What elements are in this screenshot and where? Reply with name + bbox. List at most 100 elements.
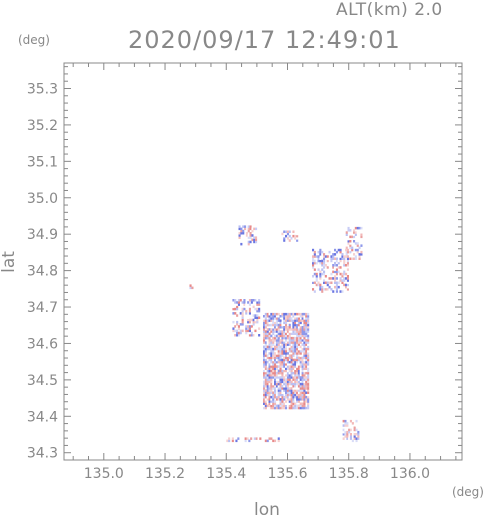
heat-cell	[266, 341, 269, 344]
heat-cell	[241, 320, 244, 324]
heat-cell	[266, 385, 269, 388]
heat-cell	[292, 345, 295, 349]
heat-cell	[256, 301, 259, 304]
heat-cell	[279, 321, 282, 325]
heat-cell	[315, 272, 318, 276]
heat-cell	[330, 281, 333, 284]
heat-cell	[258, 307, 261, 311]
heat-cell	[279, 339, 282, 342]
heat-cell	[264, 400, 267, 403]
heat-cell	[236, 305, 239, 309]
heat-cell	[303, 406, 306, 410]
heat-cell	[283, 326, 286, 329]
heat-cell	[301, 334, 304, 338]
heat-cell	[279, 315, 282, 318]
heat-cell	[264, 371, 267, 375]
region-right-mid	[312, 248, 349, 293]
heat-cell	[275, 365, 278, 368]
heat-cell	[268, 315, 271, 318]
heat-cell	[307, 360, 310, 364]
heat-cell	[290, 328, 293, 331]
heat-cell	[241, 329, 244, 333]
heat-cell	[292, 352, 295, 355]
heat-cell	[297, 343, 300, 346]
heat-cell	[321, 272, 324, 276]
heat-cell	[242, 229, 245, 233]
heat-cell	[312, 248, 315, 252]
heat-cell	[290, 367, 293, 370]
tick-layer: 135.0 135.2 135.4 135.6 135.8 136.034.334.434…	[27, 63, 462, 482]
heat-cell	[264, 382, 267, 386]
heat-cell	[330, 277, 333, 280]
heat-cell	[356, 226, 359, 230]
heat-cell	[286, 334, 289, 338]
heat-cell	[279, 393, 282, 397]
heat-cell	[268, 393, 271, 397]
heat-cell	[307, 365, 310, 368]
heat-cell	[303, 336, 306, 340]
heat-cell	[312, 255, 315, 258]
heat-cell	[319, 270, 322, 274]
heat-cell	[272, 328, 275, 331]
heat-cell	[283, 376, 286, 379]
heat-cell	[274, 371, 277, 375]
heat-cell	[274, 376, 277, 379]
heat-cell	[266, 439, 269, 443]
heat-cell	[345, 285, 348, 289]
heat-cell	[292, 321, 295, 325]
heat-cell	[323, 255, 326, 258]
heat-cell	[292, 374, 295, 377]
heat-cell	[237, 327, 240, 330]
heat-cell	[297, 380, 300, 384]
heat-cell	[323, 270, 326, 274]
heat-cell	[281, 360, 284, 364]
heat-cell	[292, 358, 295, 362]
heat-cell	[290, 404, 293, 408]
heat-cell	[241, 318, 244, 322]
heat-cell	[301, 380, 304, 384]
heat-cell	[288, 230, 291, 233]
heat-cell	[248, 309, 251, 313]
heat-cell	[268, 371, 271, 375]
heat-cell	[274, 391, 277, 394]
y-tick-label: 34.7	[27, 300, 58, 316]
heat-cell	[263, 315, 266, 318]
heat-cell	[301, 339, 304, 342]
heat-cell	[274, 319, 277, 322]
heat-cell	[358, 257, 361, 260]
heat-cell	[274, 387, 277, 390]
heat-cell	[353, 240, 356, 243]
heat-cell	[281, 371, 284, 375]
heat-cell	[335, 283, 338, 287]
heat-cell	[277, 334, 280, 338]
heat-cell	[266, 345, 269, 349]
heat-cell	[285, 234, 288, 238]
heat-cell	[334, 268, 337, 271]
heat-cell	[239, 329, 242, 333]
region-bottom-strip	[226, 437, 280, 443]
heat-cell	[270, 378, 273, 381]
heat-cell	[270, 341, 273, 344]
heat-cell	[281, 391, 284, 394]
heat-cell	[319, 261, 322, 265]
heat-cell	[266, 398, 269, 401]
heat-cell	[290, 371, 293, 375]
heat-cell	[290, 317, 293, 320]
heat-cell	[301, 393, 304, 397]
heat-cell	[349, 240, 352, 243]
heat-cell	[256, 299, 259, 302]
heat-cell	[285, 347, 288, 351]
heat-cell	[299, 387, 302, 390]
heat-cell	[253, 240, 256, 244]
heat-cell	[290, 336, 293, 340]
heat-cell	[281, 358, 284, 362]
heat-cell	[286, 385, 289, 388]
heat-cell	[288, 330, 291, 333]
heat-cell	[344, 419, 347, 423]
heat-cell	[297, 356, 300, 360]
heat-cell	[342, 433, 345, 436]
heat-cell	[275, 328, 278, 331]
heat-cell	[346, 277, 349, 280]
heat-cell	[270, 323, 273, 327]
heat-cell	[342, 419, 345, 423]
